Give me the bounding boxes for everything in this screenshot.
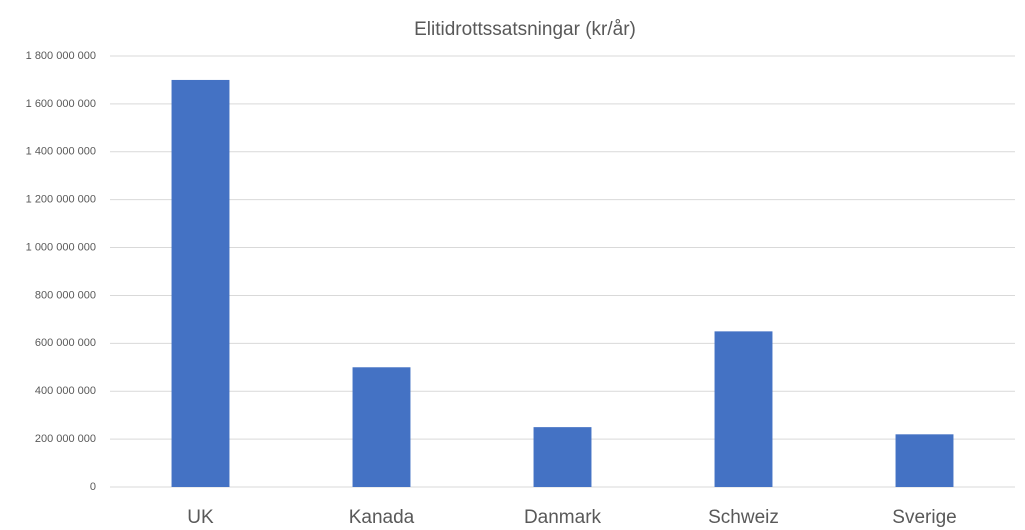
- x-tick-label: Schweiz: [708, 507, 779, 528]
- bar: [714, 331, 773, 487]
- y-tick-label: 1 800 000 000: [26, 50, 96, 62]
- y-tick-label: 600 000 000: [35, 337, 96, 349]
- bar: [533, 427, 592, 487]
- y-tick-label: 1 400 000 000: [26, 146, 96, 158]
- x-tick-label: Sverige: [892, 507, 956, 528]
- y-tick-label: 200 000 000: [35, 433, 96, 445]
- y-tick-label: 800 000 000: [35, 289, 96, 301]
- y-tick-label: 1 600 000 000: [26, 98, 96, 110]
- x-tick-label: Danmark: [524, 507, 602, 528]
- y-tick-label: 400 000 000: [35, 385, 96, 397]
- x-tick-label: Kanada: [349, 507, 415, 528]
- x-tick-label: UK: [187, 507, 214, 528]
- bar: [895, 434, 954, 487]
- y-tick-label: 1 200 000 000: [26, 194, 96, 206]
- bar: [171, 79, 230, 487]
- bar: [352, 367, 411, 487]
- y-tick-label: 0: [90, 481, 96, 493]
- chart-title: Elitidrottssatsningar (kr/år): [414, 19, 636, 40]
- y-tick-label: 1 000 000 000: [26, 241, 96, 253]
